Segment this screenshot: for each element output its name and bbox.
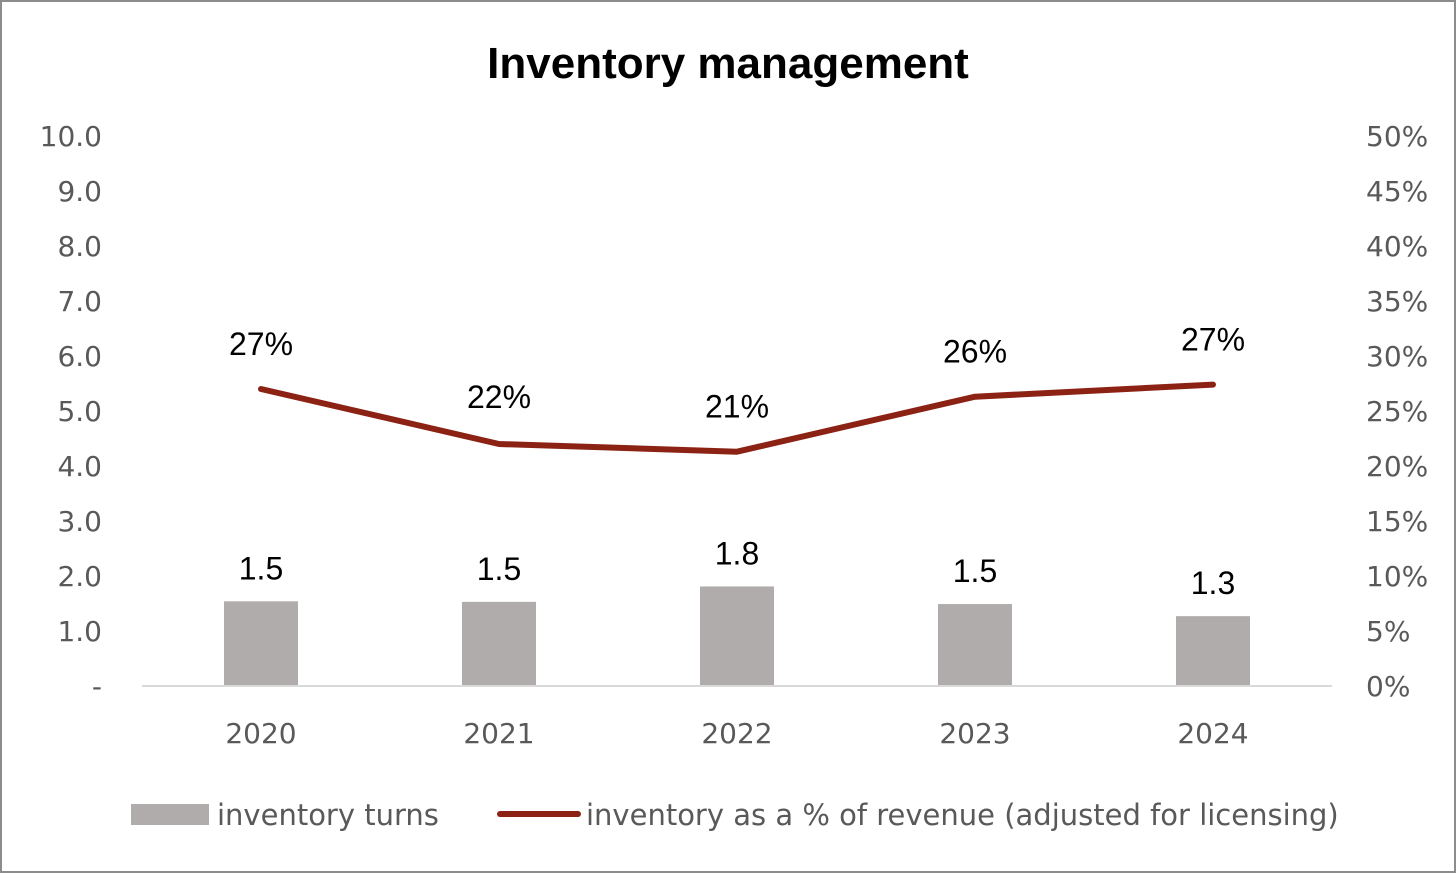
y-left-tick-label: 10.0 xyxy=(40,120,102,153)
y-left-tick-label: 9.0 xyxy=(57,175,102,208)
bar-inventory-turns xyxy=(1176,616,1250,686)
y-left-tick-label: - xyxy=(92,670,102,703)
y-left-tick-label: 5.0 xyxy=(57,395,102,428)
plot-area: - 1.0 2.0 3.0 4.0 5.0 6.0 7.0 8.0 9.0 10.0 0% 5% 10% 1… xyxy=(40,120,1429,750)
y-left-tick-label: 3.0 xyxy=(57,505,102,538)
y-right-tick-label: 15% xyxy=(1366,505,1428,538)
y-right-tick-label: 35% xyxy=(1366,285,1428,318)
line-inventory-pct-revenue xyxy=(258,381,1216,455)
y-right-tick-label: 45% xyxy=(1366,175,1428,208)
x-tick-label: 2021 xyxy=(463,717,534,750)
y-left-tick-label: 8.0 xyxy=(57,230,102,263)
y-left-tick-label: 6.0 xyxy=(57,340,102,373)
bar-data-label: 1.5 xyxy=(239,550,283,586)
y-left-tick-label: 7.0 xyxy=(57,285,102,318)
legend: inventory turns inventory as a % of reven… xyxy=(131,798,1339,832)
x-tick-label: 2024 xyxy=(1177,717,1248,750)
bar-data-label: 1.3 xyxy=(1191,565,1235,601)
bar-inventory-turns xyxy=(700,586,774,686)
y-right-tick-label: 10% xyxy=(1366,560,1428,593)
line-data-label: 27% xyxy=(229,326,293,362)
y-right-tick-label: 40% xyxy=(1366,230,1428,263)
y-right-tick-label: 5% xyxy=(1366,615,1410,648)
chart-title: Inventory management xyxy=(487,39,969,88)
x-tick-label: 2023 xyxy=(939,717,1010,750)
y-right-tick-label: 30% xyxy=(1366,340,1428,373)
bar-inventory-turns xyxy=(224,601,298,686)
x-tick-label: 2022 xyxy=(701,717,772,750)
legend-label-inventory-pct: inventory as a % of revenue (adjusted fo… xyxy=(586,798,1339,832)
bar-data-label: 1.5 xyxy=(477,551,521,587)
line-data-label: 26% xyxy=(943,334,1007,370)
y-right-tick-label: 25% xyxy=(1366,395,1428,428)
line-data-label: 21% xyxy=(705,389,769,425)
x-tick-label: 2020 xyxy=(225,717,296,750)
bar-data-label: 1.5 xyxy=(953,553,997,589)
legend-label-inventory-turns: inventory turns xyxy=(217,798,439,832)
legend-swatch-inventory-turns xyxy=(131,804,209,825)
bar-data-label: 1.8 xyxy=(715,535,759,571)
y-right-tick-label: 0% xyxy=(1366,670,1410,703)
y-right-tick-label: 20% xyxy=(1366,450,1428,483)
bar-inventory-turns xyxy=(938,604,1012,686)
line-data-label: 27% xyxy=(1181,322,1245,358)
y-left-tick-label: 4.0 xyxy=(57,450,102,483)
bar-inventory-turns xyxy=(462,601,536,686)
y-right-tick-label: 50% xyxy=(1366,120,1428,153)
line-data-label: 22% xyxy=(467,379,531,415)
y-left-tick-label: 1.0 xyxy=(57,615,102,648)
y-left-tick-label: 2.0 xyxy=(57,560,102,593)
